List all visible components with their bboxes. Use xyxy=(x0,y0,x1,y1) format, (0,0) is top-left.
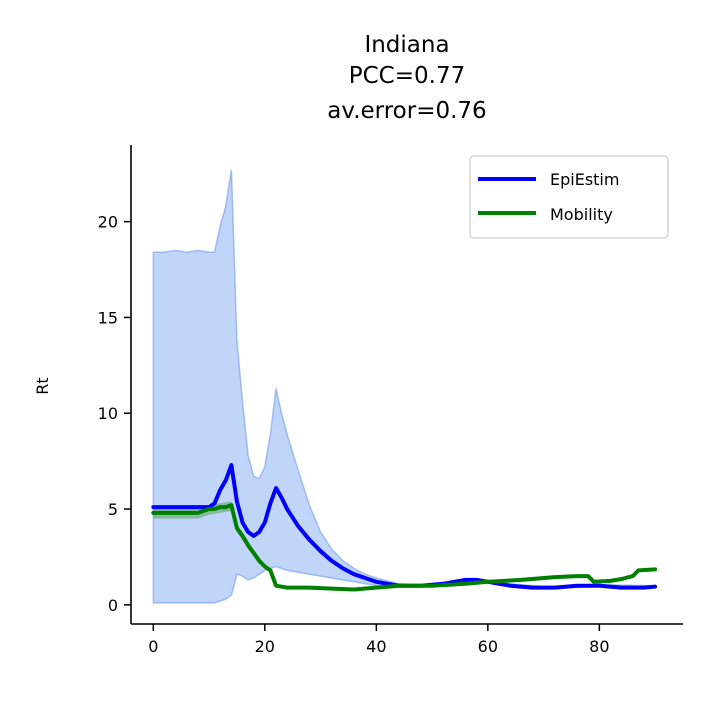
legend-label-epiestim: EpiEstim xyxy=(550,170,619,189)
plot-area xyxy=(151,169,658,604)
series-line-epiestim xyxy=(151,463,658,590)
legend: EpiEstim Mobility xyxy=(469,155,669,239)
y-tick-label: 20 xyxy=(98,213,118,232)
y-axis-label: Rt xyxy=(33,377,52,394)
title-line-3: av.error=0.76 xyxy=(327,98,486,124)
y-tick-label: 15 xyxy=(98,308,118,327)
series-line-mobility xyxy=(151,503,658,592)
title-line-2: PCC=0.77 xyxy=(349,63,465,89)
y-tick-label: 0 xyxy=(108,596,118,615)
x-tick-label: 20 xyxy=(255,637,275,656)
x-tick-label: 80 xyxy=(589,637,609,656)
chart-title: Indiana PCC=0.77 av.error=0.76 xyxy=(327,32,486,124)
mobility-confidence-band xyxy=(153,501,265,569)
title-line-1: Indiana xyxy=(364,32,449,58)
y-ticks: 0 5 10 15 20 xyxy=(98,213,131,615)
x-ticks: 0 20 40 60 80 xyxy=(148,624,610,656)
y-tick-label: 10 xyxy=(98,404,118,423)
x-tick-label: 60 xyxy=(478,637,498,656)
x-tick-label: 0 xyxy=(148,637,158,656)
y-tick-label: 5 xyxy=(108,500,118,519)
x-tick-label: 40 xyxy=(366,637,386,656)
legend-label-mobility: Mobility xyxy=(550,205,613,224)
legend-box xyxy=(469,155,669,239)
